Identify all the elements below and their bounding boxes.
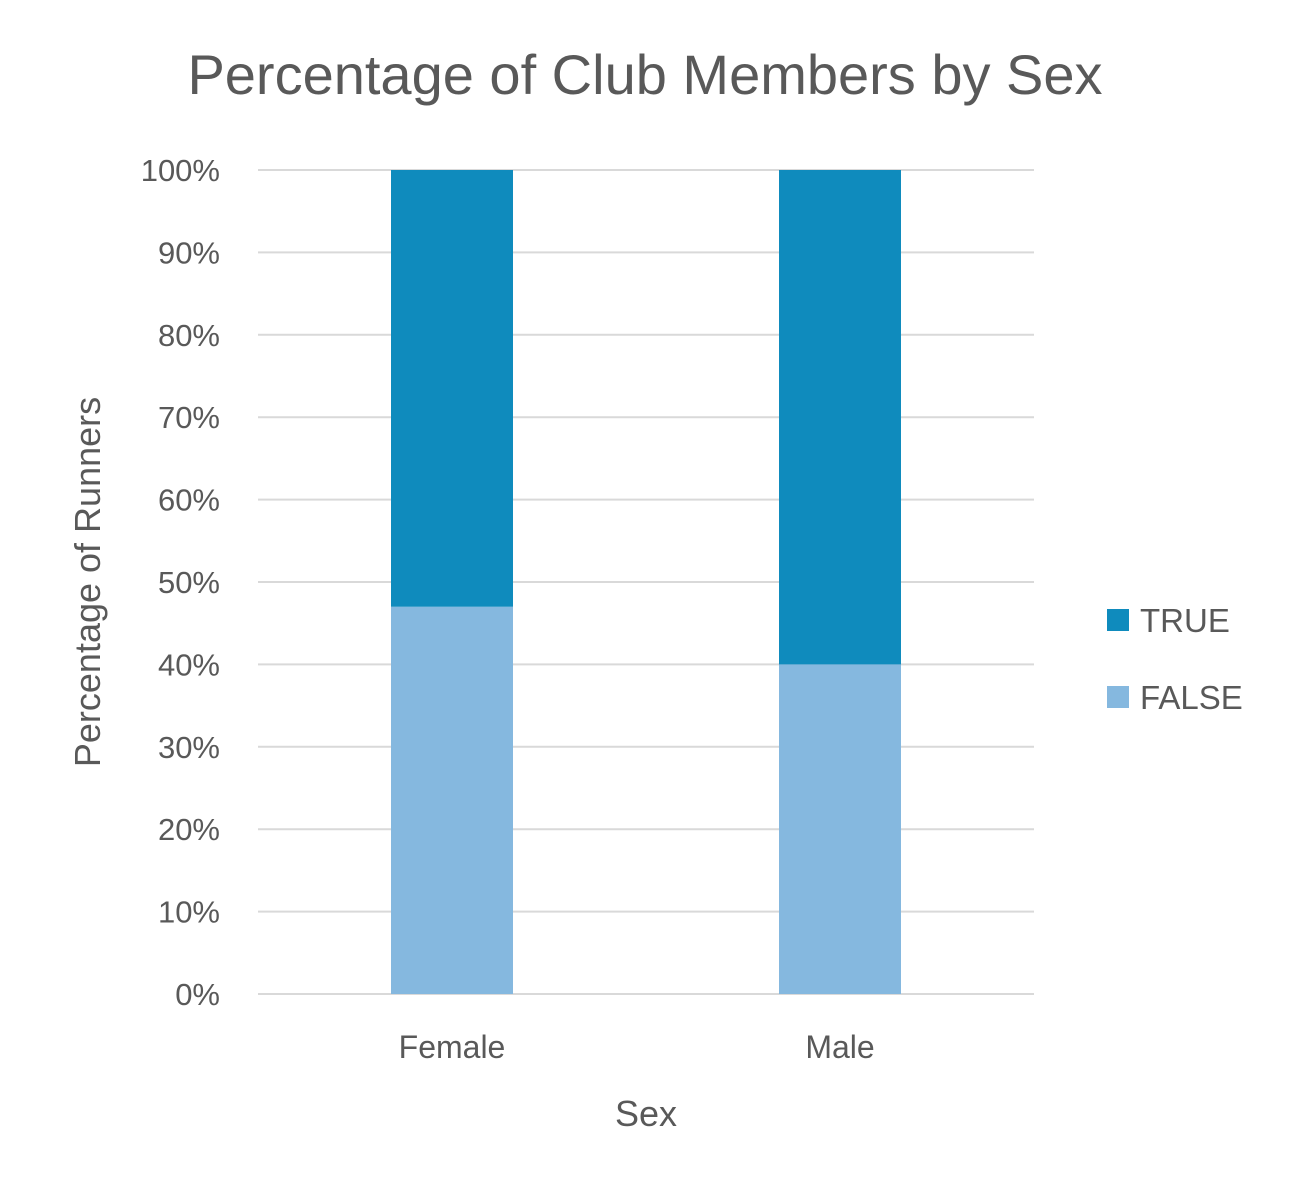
legend-swatch-true bbox=[1107, 609, 1129, 631]
legend-swatch-false bbox=[1107, 686, 1129, 708]
x-axis-ticks: Female Male bbox=[399, 1029, 875, 1065]
y-tick-label: 60% bbox=[158, 483, 220, 518]
y-tick-label: 50% bbox=[158, 565, 220, 600]
y-axis-ticks: 0% 10% 20% 30% 40% 50% 60% 70% 80% 90% 100% bbox=[141, 153, 220, 1012]
y-tick-label: 10% bbox=[158, 895, 220, 930]
y-tick-label: 90% bbox=[158, 235, 220, 270]
legend: TRUE FALSE bbox=[1107, 602, 1243, 716]
x-tick-label: Male bbox=[805, 1029, 874, 1065]
bar-segment-false-male bbox=[779, 664, 901, 994]
legend-label-false: FALSE bbox=[1140, 679, 1243, 716]
bar-segment-true-male bbox=[779, 170, 901, 665]
y-tick-label: 70% bbox=[158, 400, 220, 435]
y-tick-label: 20% bbox=[158, 812, 220, 847]
y-tick-label: 80% bbox=[158, 318, 220, 353]
y-tick-label: 0% bbox=[175, 977, 220, 1012]
y-tick-label: 30% bbox=[158, 730, 220, 765]
gridlines bbox=[258, 169, 1034, 995]
chart-title: Percentage of Club Members by Sex bbox=[187, 43, 1102, 106]
legend-label-true: TRUE bbox=[1140, 602, 1230, 639]
y-tick-label: 100% bbox=[141, 153, 220, 188]
x-tick-label: Female bbox=[399, 1029, 506, 1065]
y-tick-label: 40% bbox=[158, 647, 220, 682]
bars bbox=[391, 170, 901, 994]
bar-segment-false-female bbox=[391, 606, 513, 994]
bar-segment-true-female bbox=[391, 170, 513, 607]
y-axis-title: Percentage of Runners bbox=[67, 397, 108, 767]
x-axis-title: Sex bbox=[615, 1093, 677, 1134]
